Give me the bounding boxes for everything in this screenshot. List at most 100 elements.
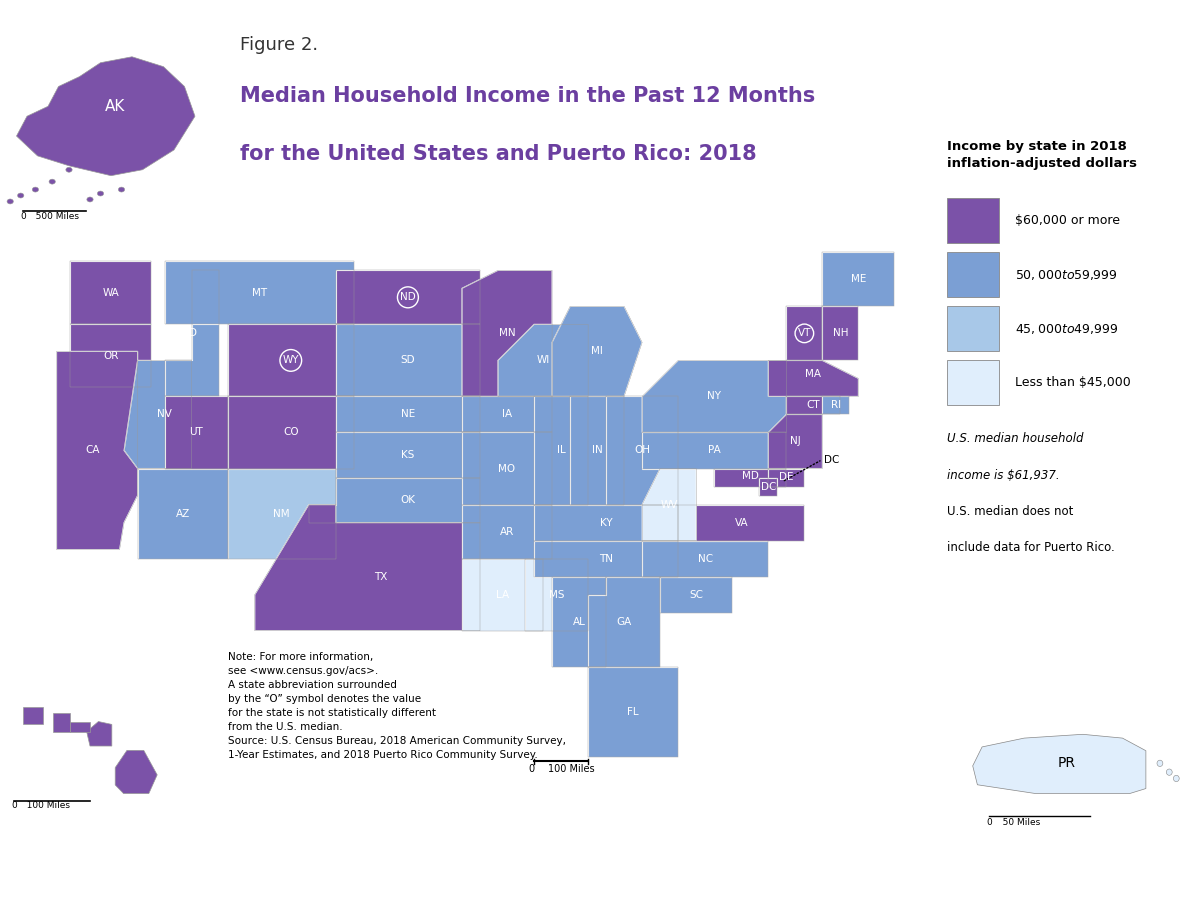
Text: Less than $45,000: Less than $45,000 xyxy=(1015,377,1130,389)
Text: Median Household Income in the Past 12 Months: Median Household Income in the Past 12 M… xyxy=(240,86,815,106)
Polygon shape xyxy=(678,505,804,541)
Polygon shape xyxy=(606,396,678,505)
Text: OK: OK xyxy=(401,495,415,505)
Polygon shape xyxy=(570,396,624,505)
Polygon shape xyxy=(534,505,678,541)
Polygon shape xyxy=(786,396,840,414)
Polygon shape xyxy=(228,324,354,396)
Text: CA: CA xyxy=(85,445,100,456)
Text: NJ: NJ xyxy=(790,436,800,447)
Text: MO: MO xyxy=(498,463,516,474)
Text: 500 Miles: 500 Miles xyxy=(28,213,79,222)
Polygon shape xyxy=(768,414,822,469)
Ellipse shape xyxy=(7,199,13,204)
Polygon shape xyxy=(534,396,588,505)
Polygon shape xyxy=(822,306,858,360)
Ellipse shape xyxy=(32,187,38,192)
FancyBboxPatch shape xyxy=(947,252,1000,297)
Text: WY: WY xyxy=(282,355,299,366)
Text: U.S. median does not: U.S. median does not xyxy=(947,505,1073,517)
Polygon shape xyxy=(53,713,70,732)
Text: KY: KY xyxy=(600,517,612,528)
Polygon shape xyxy=(336,432,480,478)
Polygon shape xyxy=(760,478,778,496)
Text: VT: VT xyxy=(798,328,811,339)
Text: AK: AK xyxy=(106,99,125,114)
Ellipse shape xyxy=(97,191,103,196)
Text: $45,000 to $49,999: $45,000 to $49,999 xyxy=(1015,322,1118,336)
Text: NC: NC xyxy=(697,553,713,564)
Text: MI: MI xyxy=(592,346,604,357)
Text: AZ: AZ xyxy=(175,508,190,519)
Text: NY: NY xyxy=(707,391,721,402)
Text: WA: WA xyxy=(102,287,119,298)
Text: 0: 0 xyxy=(12,801,17,810)
Text: MD: MD xyxy=(742,470,758,481)
Text: SC: SC xyxy=(689,589,703,600)
Polygon shape xyxy=(70,324,151,387)
Polygon shape xyxy=(124,360,192,469)
Text: 0: 0 xyxy=(20,213,25,222)
Ellipse shape xyxy=(66,168,72,172)
Polygon shape xyxy=(552,577,606,667)
Polygon shape xyxy=(714,469,786,487)
Polygon shape xyxy=(786,306,822,360)
Text: 100 Miles: 100 Miles xyxy=(547,764,594,774)
Polygon shape xyxy=(642,541,768,577)
Text: IN: IN xyxy=(592,445,602,456)
Text: SD: SD xyxy=(401,355,415,366)
Text: WI: WI xyxy=(536,355,550,366)
Text: MT: MT xyxy=(252,287,266,298)
Polygon shape xyxy=(308,478,480,523)
Text: MN: MN xyxy=(499,328,515,339)
Text: IA: IA xyxy=(502,409,512,420)
Text: NV: NV xyxy=(157,409,172,420)
Polygon shape xyxy=(588,577,660,667)
Text: TX: TX xyxy=(374,571,388,582)
Ellipse shape xyxy=(1157,760,1163,767)
Polygon shape xyxy=(228,469,336,559)
FancyBboxPatch shape xyxy=(947,360,1000,405)
Text: Figure 2.: Figure 2. xyxy=(240,36,318,54)
Text: UT: UT xyxy=(190,427,203,438)
Text: for the United States and Puerto Rico: 2018: for the United States and Puerto Rico: 2… xyxy=(240,144,757,164)
Polygon shape xyxy=(973,734,1146,794)
Text: $60,000 or more: $60,000 or more xyxy=(1015,214,1121,227)
Polygon shape xyxy=(70,261,151,324)
Text: TN: TN xyxy=(599,553,613,564)
Text: PA: PA xyxy=(708,445,721,456)
Polygon shape xyxy=(17,57,194,176)
Polygon shape xyxy=(228,396,354,469)
Text: CT: CT xyxy=(806,400,820,411)
Text: Income by state in 2018
inflation-adjusted dollars: Income by state in 2018 inflation-adjust… xyxy=(947,140,1136,169)
Ellipse shape xyxy=(86,197,94,202)
Polygon shape xyxy=(642,432,786,469)
Polygon shape xyxy=(642,469,696,541)
Ellipse shape xyxy=(119,187,125,192)
Text: DC: DC xyxy=(761,481,776,492)
Polygon shape xyxy=(164,396,228,469)
Polygon shape xyxy=(768,469,804,487)
Text: MS: MS xyxy=(548,589,564,600)
Polygon shape xyxy=(462,270,552,396)
Polygon shape xyxy=(86,722,112,746)
Polygon shape xyxy=(462,559,544,631)
Polygon shape xyxy=(822,396,850,414)
Polygon shape xyxy=(534,541,678,577)
Polygon shape xyxy=(526,559,588,631)
Text: NM: NM xyxy=(274,508,290,519)
Text: NE: NE xyxy=(401,409,415,420)
Text: DE: DE xyxy=(779,471,793,482)
Text: 0: 0 xyxy=(986,818,992,827)
Text: OR: OR xyxy=(103,350,119,361)
Polygon shape xyxy=(23,707,43,724)
Polygon shape xyxy=(462,505,552,559)
Polygon shape xyxy=(336,270,480,324)
Polygon shape xyxy=(552,306,642,396)
Text: income is $61,937.: income is $61,937. xyxy=(947,469,1060,481)
Polygon shape xyxy=(56,351,138,550)
Text: GA: GA xyxy=(617,616,631,627)
Ellipse shape xyxy=(49,179,55,184)
Polygon shape xyxy=(498,324,588,396)
Text: U.S. median household: U.S. median household xyxy=(947,432,1084,445)
